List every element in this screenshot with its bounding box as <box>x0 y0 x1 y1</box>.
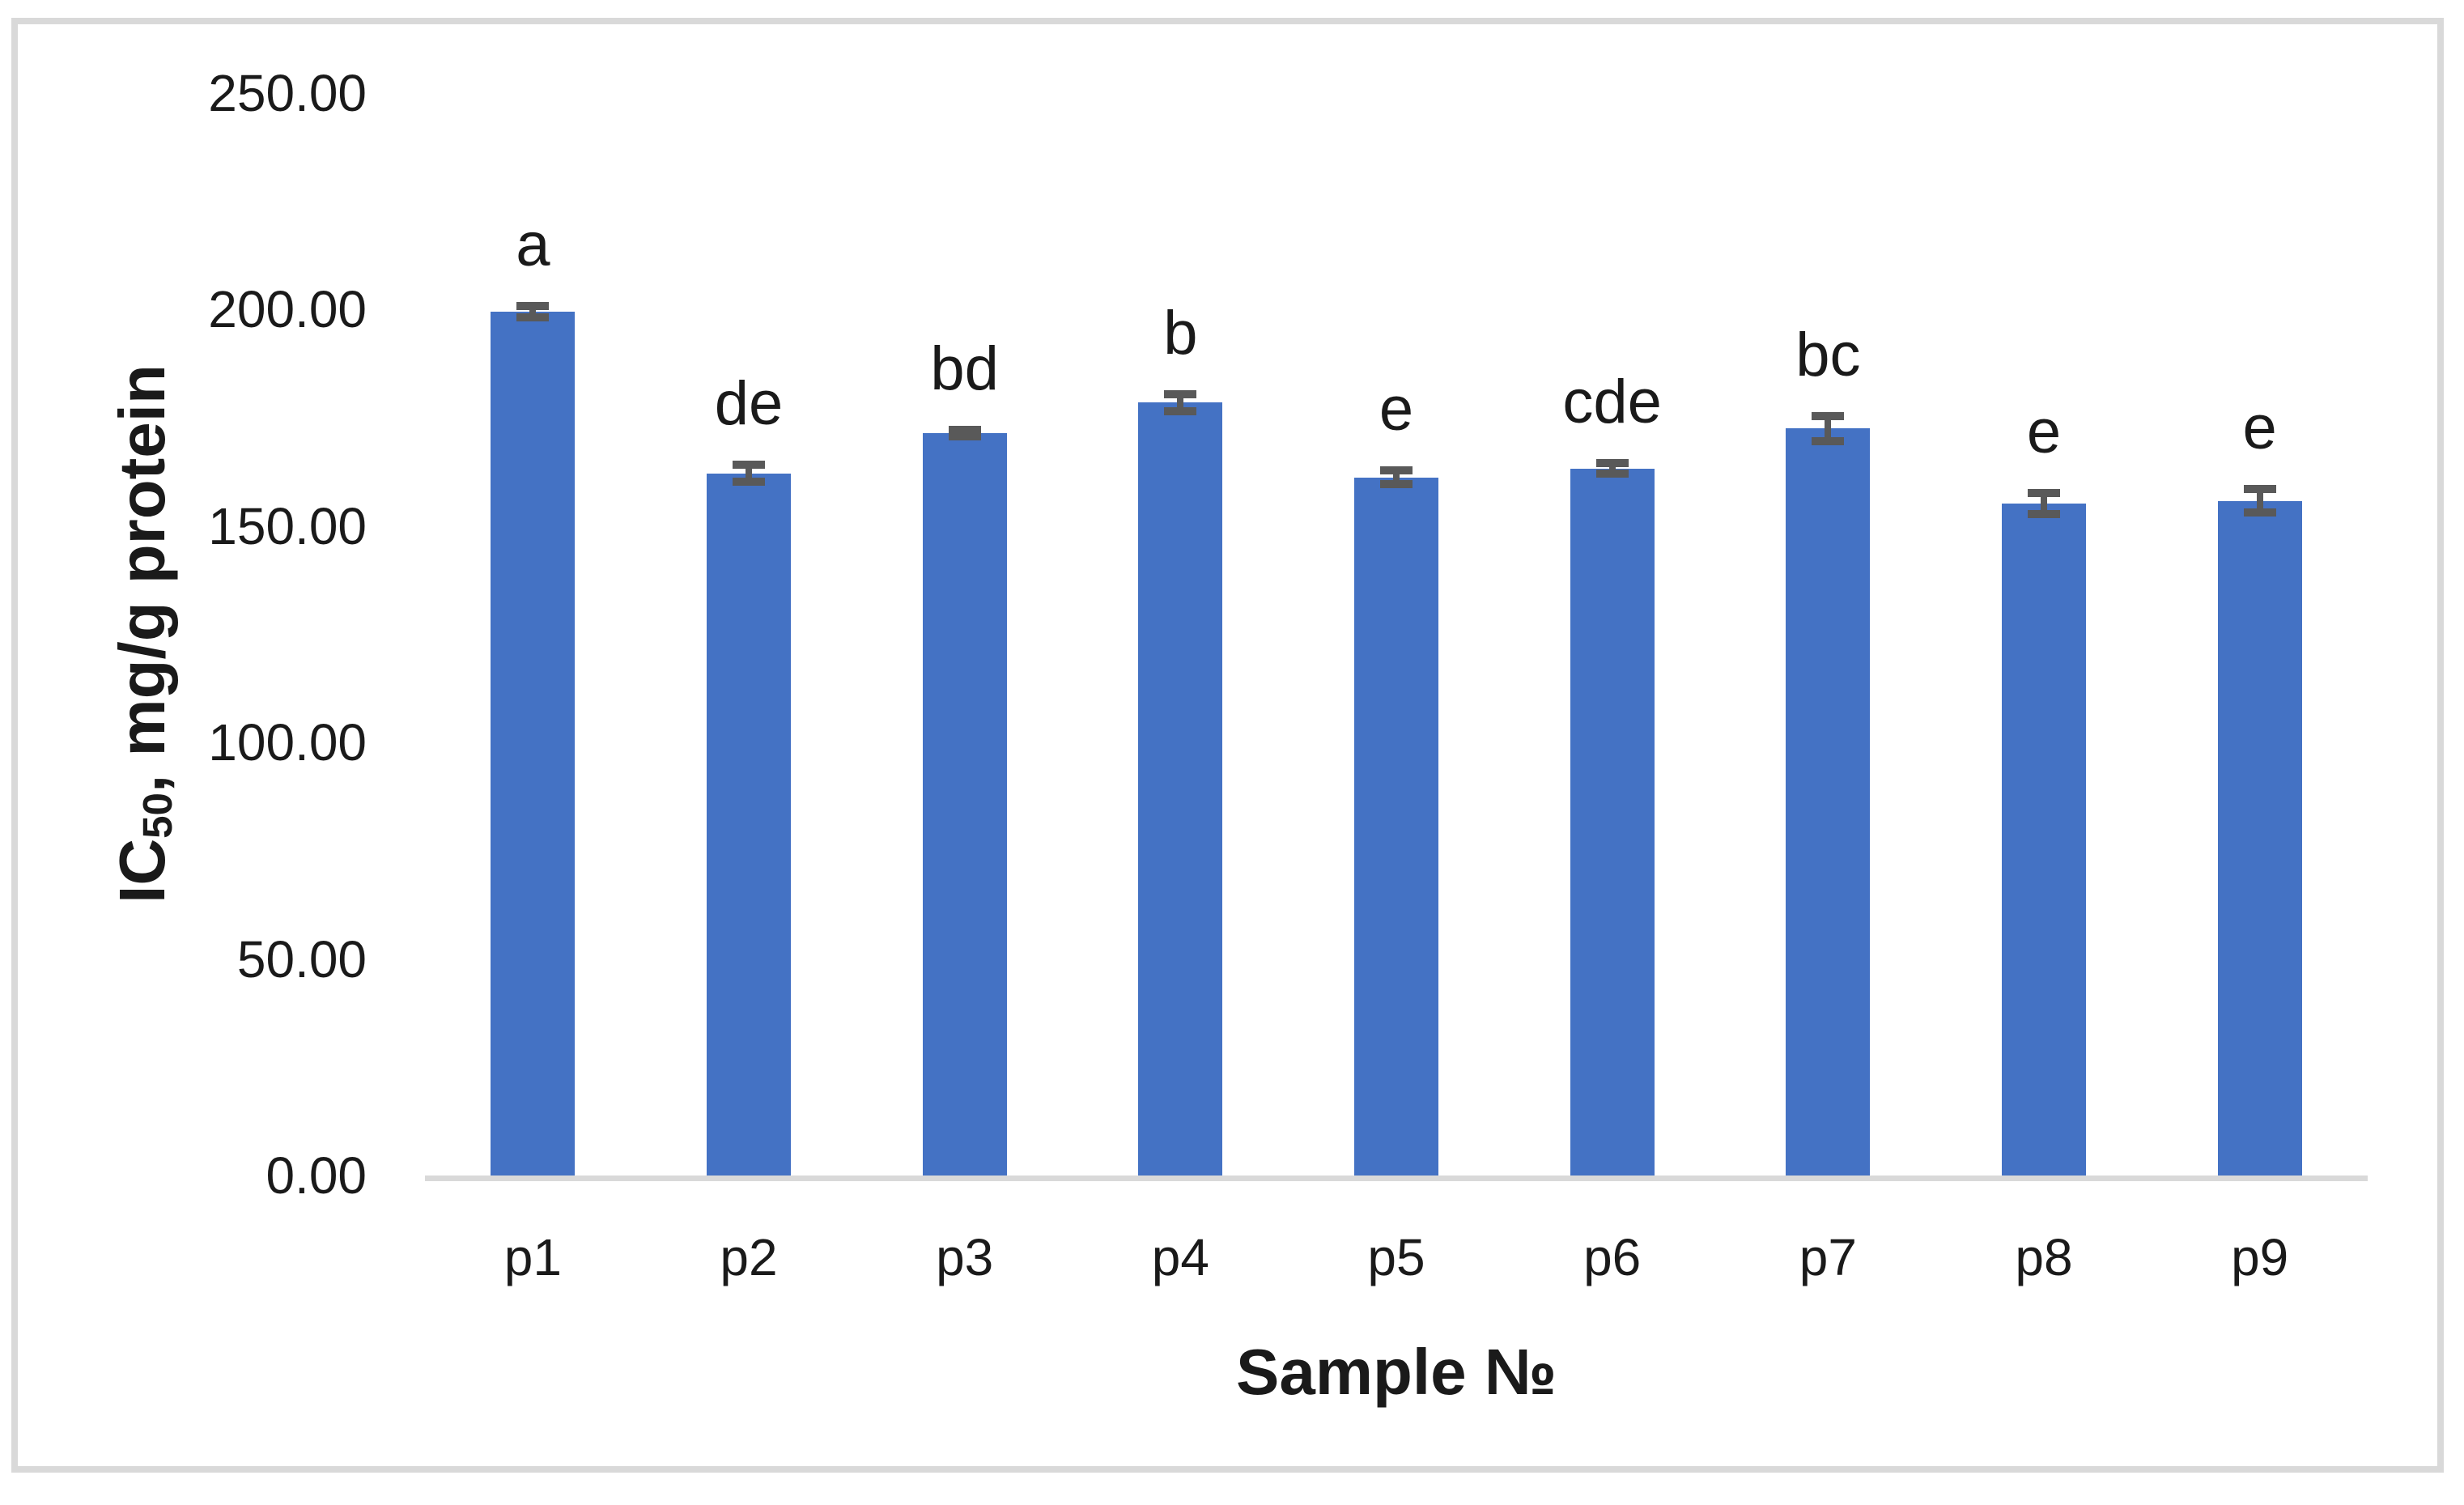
x-category-label-p2: p2 <box>720 1228 778 1286</box>
error-bar-top-cap-p7 <box>1812 411 1845 420</box>
y-axis-title: IC50, mg/g protein <box>106 364 181 903</box>
error-bar-line-p7 <box>1825 415 1832 441</box>
x-category-label-p9: p9 <box>2231 1228 2289 1286</box>
error-bar-bottom-cap-p3 <box>948 432 981 441</box>
y-tick-label: 250.00 <box>208 64 367 122</box>
significance-letter-p5: e <box>1379 375 1414 444</box>
x-axis-line <box>425 1176 2368 1181</box>
x-category-label-p4: p4 <box>1151 1228 1209 1286</box>
bar-p5 <box>1354 477 1438 1176</box>
chart-border <box>11 18 2444 1473</box>
significance-letter-p3: bd <box>930 334 999 403</box>
error-bar-bottom-cap-p1 <box>516 313 550 322</box>
y-tick-label: 100.00 <box>208 713 367 772</box>
error-bar-line-p8 <box>2041 493 2047 514</box>
bar-p8 <box>2002 503 2086 1176</box>
bar-p2 <box>707 473 791 1176</box>
error-bar-top-cap-p5 <box>1380 466 1413 475</box>
bar-p7 <box>1786 428 1871 1176</box>
error-bar-bottom-cap-p8 <box>2028 509 2060 518</box>
bar-p9 <box>2217 500 2302 1176</box>
error-bar-top-cap-p8 <box>2028 489 2060 498</box>
significance-letter-p2: de <box>714 368 784 438</box>
significance-letter-p9: e <box>2242 393 2277 463</box>
significance-letter-p8: e <box>2026 398 2062 467</box>
significance-letter-p7: bc <box>1795 320 1861 389</box>
y-tick-label: 150.00 <box>208 496 367 555</box>
x-category-label-p3: p3 <box>936 1228 994 1286</box>
y-tick-label: 50.00 <box>236 929 367 988</box>
x-category-label-p8: p8 <box>2015 1228 2073 1286</box>
error-bar-top-cap-p2 <box>733 460 765 469</box>
y-axis-title-prefix: IC <box>106 838 178 903</box>
x-category-label-p7: p7 <box>1799 1228 1857 1286</box>
y-tick-label: 200.00 <box>208 280 367 339</box>
x-category-label-p6: p6 <box>1583 1228 1642 1286</box>
y-tick-label: 0.00 <box>266 1146 367 1205</box>
error-bar-line-p2 <box>746 464 752 483</box>
significance-letter-p6: cde <box>1562 368 1662 437</box>
error-bar-bottom-cap-p4 <box>1164 406 1197 415</box>
error-bar-top-cap-p6 <box>1595 459 1629 468</box>
x-category-label-p1: p1 <box>503 1228 562 1286</box>
x-axis-title: Sample № <box>1236 1336 1557 1408</box>
x-category-label-p5: p5 <box>1367 1228 1425 1286</box>
significance-letter-p1: a <box>516 210 550 280</box>
error-bar-bottom-cap-p9 <box>2243 508 2276 517</box>
error-bar-top-cap-p4 <box>1164 390 1197 399</box>
error-bar-line-p1 <box>529 306 537 317</box>
error-bar-top-cap-p1 <box>516 302 550 311</box>
bar-p6 <box>1570 468 1655 1176</box>
error-bar-bottom-cap-p5 <box>1380 480 1413 489</box>
error-bar-bottom-cap-p7 <box>1812 436 1845 445</box>
significance-letter-p4: b <box>1163 299 1198 368</box>
bar-p3 <box>922 432 1007 1176</box>
error-bar-line-p9 <box>2256 489 2263 513</box>
error-bar-top-cap-p3 <box>948 425 981 434</box>
bar-p4 <box>1138 402 1223 1176</box>
error-bar-line-p6 <box>1608 463 1616 474</box>
error-bar-top-cap-p9 <box>2243 485 2276 494</box>
error-bar-bottom-cap-p6 <box>1595 470 1629 478</box>
error-bar-bottom-cap-p2 <box>733 478 765 487</box>
bar-p1 <box>491 312 576 1176</box>
error-bar-line-p5 <box>1393 470 1400 485</box>
y-axis-title-subscript: 50 <box>134 792 181 839</box>
error-bar-line-p4 <box>1177 394 1184 411</box>
